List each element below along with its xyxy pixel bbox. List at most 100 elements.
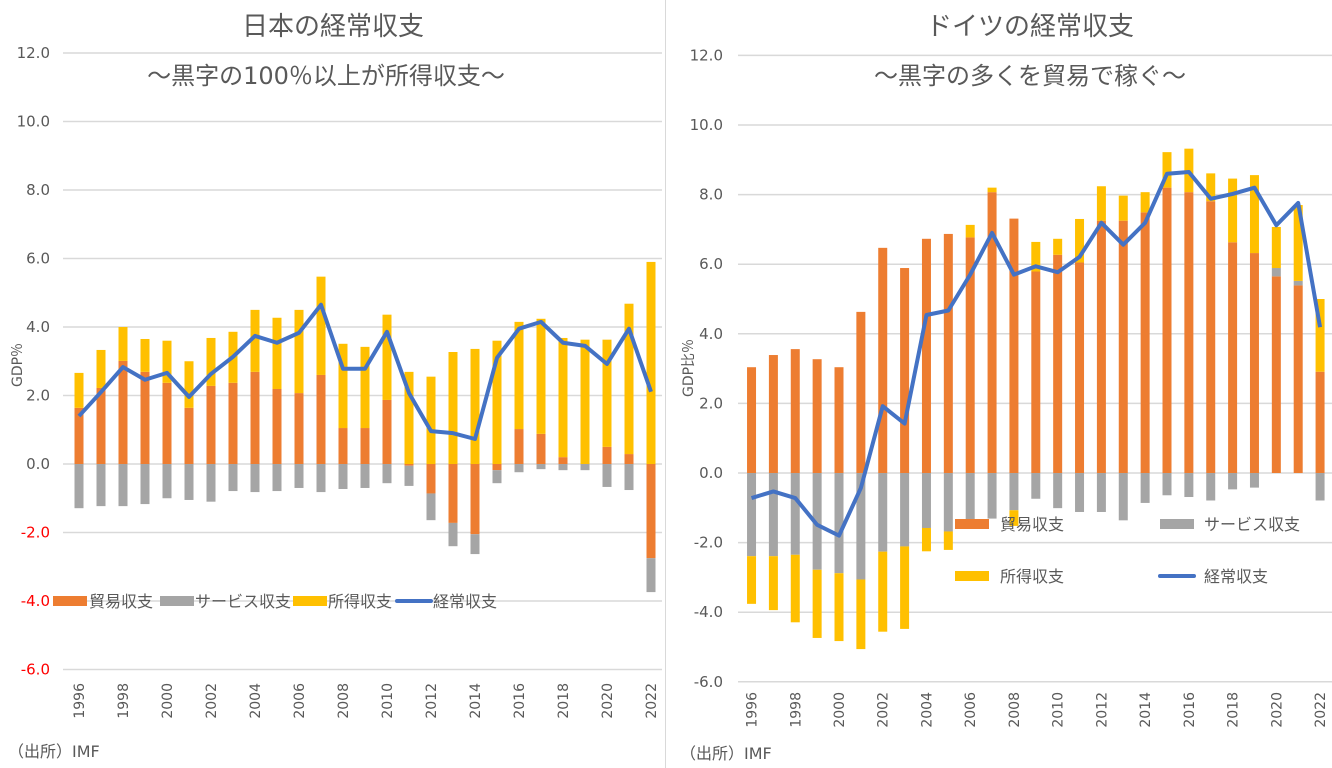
- jp-bar-services-2015: [492, 470, 502, 484]
- de-bar-income-2017: [1206, 173, 1216, 202]
- de-bar-services-2013: [1118, 473, 1128, 521]
- de-x-tick-label: 2010: [1051, 692, 1067, 728]
- jp-y-tick-label: -2.0: [21, 524, 50, 542]
- jp-bar-trade-1998: [118, 360, 128, 464]
- jp-bar-income-2014: [470, 348, 480, 464]
- jp-bar-services-2001: [184, 464, 194, 500]
- de-bar-income-2002: [878, 551, 888, 632]
- jp-bar-services-2022: [646, 558, 656, 593]
- jp-bar-trade-2009: [360, 428, 370, 464]
- jp-bar-income-1996: [74, 372, 84, 408]
- de-bar-trade-2007: [987, 192, 997, 473]
- de-bar-services-2019: [1249, 473, 1259, 488]
- de-bar-services-2020: [1271, 268, 1281, 277]
- jp-bar-trade-2000: [162, 382, 172, 464]
- de-bar-income-1997: [768, 556, 778, 611]
- jp-legend: 貿易収支 サービス収支 所得収支 経常収支: [53, 592, 497, 611]
- de-bar-trade-2005: [943, 233, 953, 473]
- de-bar-services-2002: [878, 473, 888, 552]
- jp-bar-trade-1997: [96, 387, 106, 464]
- de-bar-services-2018: [1228, 473, 1238, 490]
- de-x-tick-label: 2014: [1138, 692, 1154, 728]
- de-bar-income-1996: [747, 556, 757, 604]
- de-bar-income-1998: [790, 554, 800, 623]
- jp-bar-trade-2005: [272, 388, 282, 464]
- jp-x-tick-label: 2022: [644, 683, 660, 719]
- de-legend-swatch-income: [955, 571, 989, 581]
- de-bar-trade-1996: [747, 367, 757, 473]
- de-bar-services-2007: [987, 473, 997, 519]
- jp-y-axis-title: GDP％: [10, 343, 26, 387]
- de-y-tick-label: 2.0: [699, 394, 723, 412]
- de-bar-trade-2013: [1118, 220, 1128, 473]
- jp-x-tick-label: 2004: [248, 683, 264, 719]
- de-legend-label-services: サービス収支: [1204, 515, 1300, 534]
- jp-bar-trade-2018: [558, 457, 568, 464]
- de-y-tick-label: 6.0: [699, 255, 723, 273]
- de-legend-swatch-trade: [955, 519, 989, 529]
- jp-bar-income-2006: [294, 309, 304, 394]
- jp-bar-trade-2015: [492, 464, 502, 471]
- de-bar-income-2012: [1096, 186, 1106, 221]
- de-bar-services-2011: [1075, 473, 1085, 512]
- de-y-tick-label: -4.0: [694, 603, 723, 621]
- de-bar-income-2007: [987, 187, 997, 193]
- jp-chart-subtitle: ～黒字の100％以上が所得収支～: [147, 62, 505, 90]
- de-chart: 12.0 10.0 8.0 6.0 4.0 2.0 0.0 -2.0 -4.0 -6.0 GDP比％…: [681, 46, 1332, 728]
- jp-bar-services-1999: [140, 464, 150, 505]
- jp-bar-trade-2016: [514, 429, 524, 464]
- de-bar-trade-2004: [921, 238, 931, 473]
- de-legend-label-trade: 貿易収支: [1000, 515, 1064, 534]
- de-bar-income-2022: [1315, 299, 1325, 372]
- de-legend-label-income: 所得収支: [1000, 567, 1064, 586]
- de-bar-services-2017: [1206, 473, 1216, 501]
- jp-bar-trade-1999: [140, 371, 150, 464]
- de-x-tick-label: 2022: [1313, 692, 1329, 728]
- jp-bar-trade-2012: [426, 464, 436, 494]
- jp-bar-income-2017: [536, 318, 546, 434]
- de-bar-income-2001: [856, 579, 866, 650]
- jp-bar-services-1998: [118, 464, 128, 507]
- de-bar-income-2011: [1075, 218, 1085, 263]
- jp-x-tick-label: 2002: [204, 683, 220, 719]
- jp-x-tick-label: 2014: [468, 683, 484, 719]
- de-bar-trade-2000: [834, 367, 844, 473]
- jp-bar-services-2010: [382, 464, 392, 484]
- jp-x-tick-label: 2020: [600, 683, 616, 719]
- de-bar-services-2016: [1184, 473, 1194, 498]
- jp-bar-services-2009: [360, 464, 370, 488]
- de-bar-trade-2021: [1293, 285, 1303, 473]
- jp-bar-services-2007: [316, 464, 326, 493]
- panel-divider: [665, 0, 666, 768]
- de-bar-income-2006: [965, 224, 975, 238]
- jp-x-tick-label: 2010: [380, 683, 396, 719]
- jp-bar-income-2011: [404, 371, 414, 464]
- jp-bar-trade-2008: [338, 428, 348, 464]
- jp-x-tick-label: 1998: [116, 683, 132, 719]
- jp-bar-services-2017: [536, 464, 546, 470]
- de-bar-trade-2008: [1009, 218, 1019, 473]
- de-bar-trade-2020: [1271, 276, 1281, 473]
- de-bar-trade-2016: [1184, 192, 1194, 473]
- jp-bar-services-2013: [448, 522, 458, 547]
- jp-bar-trade-2021: [624, 454, 634, 464]
- jp-bar-trade-1996: [74, 407, 84, 464]
- de-legend-swatch-services: [1160, 519, 1194, 529]
- de-x-tick-label: 2004: [919, 692, 935, 728]
- jp-y-tick-label: 2.0: [26, 387, 50, 405]
- de-x-tick-label: 2018: [1226, 692, 1242, 728]
- de-bar-trade-2003: [900, 268, 910, 473]
- jp-x-tick-label: 1996: [72, 683, 88, 719]
- de-bar-trade-2001: [856, 311, 866, 473]
- de-source-note: （出所）IMF: [680, 744, 772, 763]
- de-bar-services-1997: [768, 473, 778, 557]
- jp-bar-income-2016: [514, 321, 524, 430]
- de-bar-trade-1998: [790, 349, 800, 473]
- de-bar-services-2005: [943, 473, 953, 532]
- jp-x-tick-label: 2000: [160, 683, 176, 719]
- de-legend-label-current-account: 経常収支: [1204, 567, 1268, 586]
- jp-bar-income-2013: [448, 352, 458, 464]
- de-y-tick-label: 10.0: [690, 116, 723, 134]
- de-bar-services-2010: [1053, 473, 1063, 509]
